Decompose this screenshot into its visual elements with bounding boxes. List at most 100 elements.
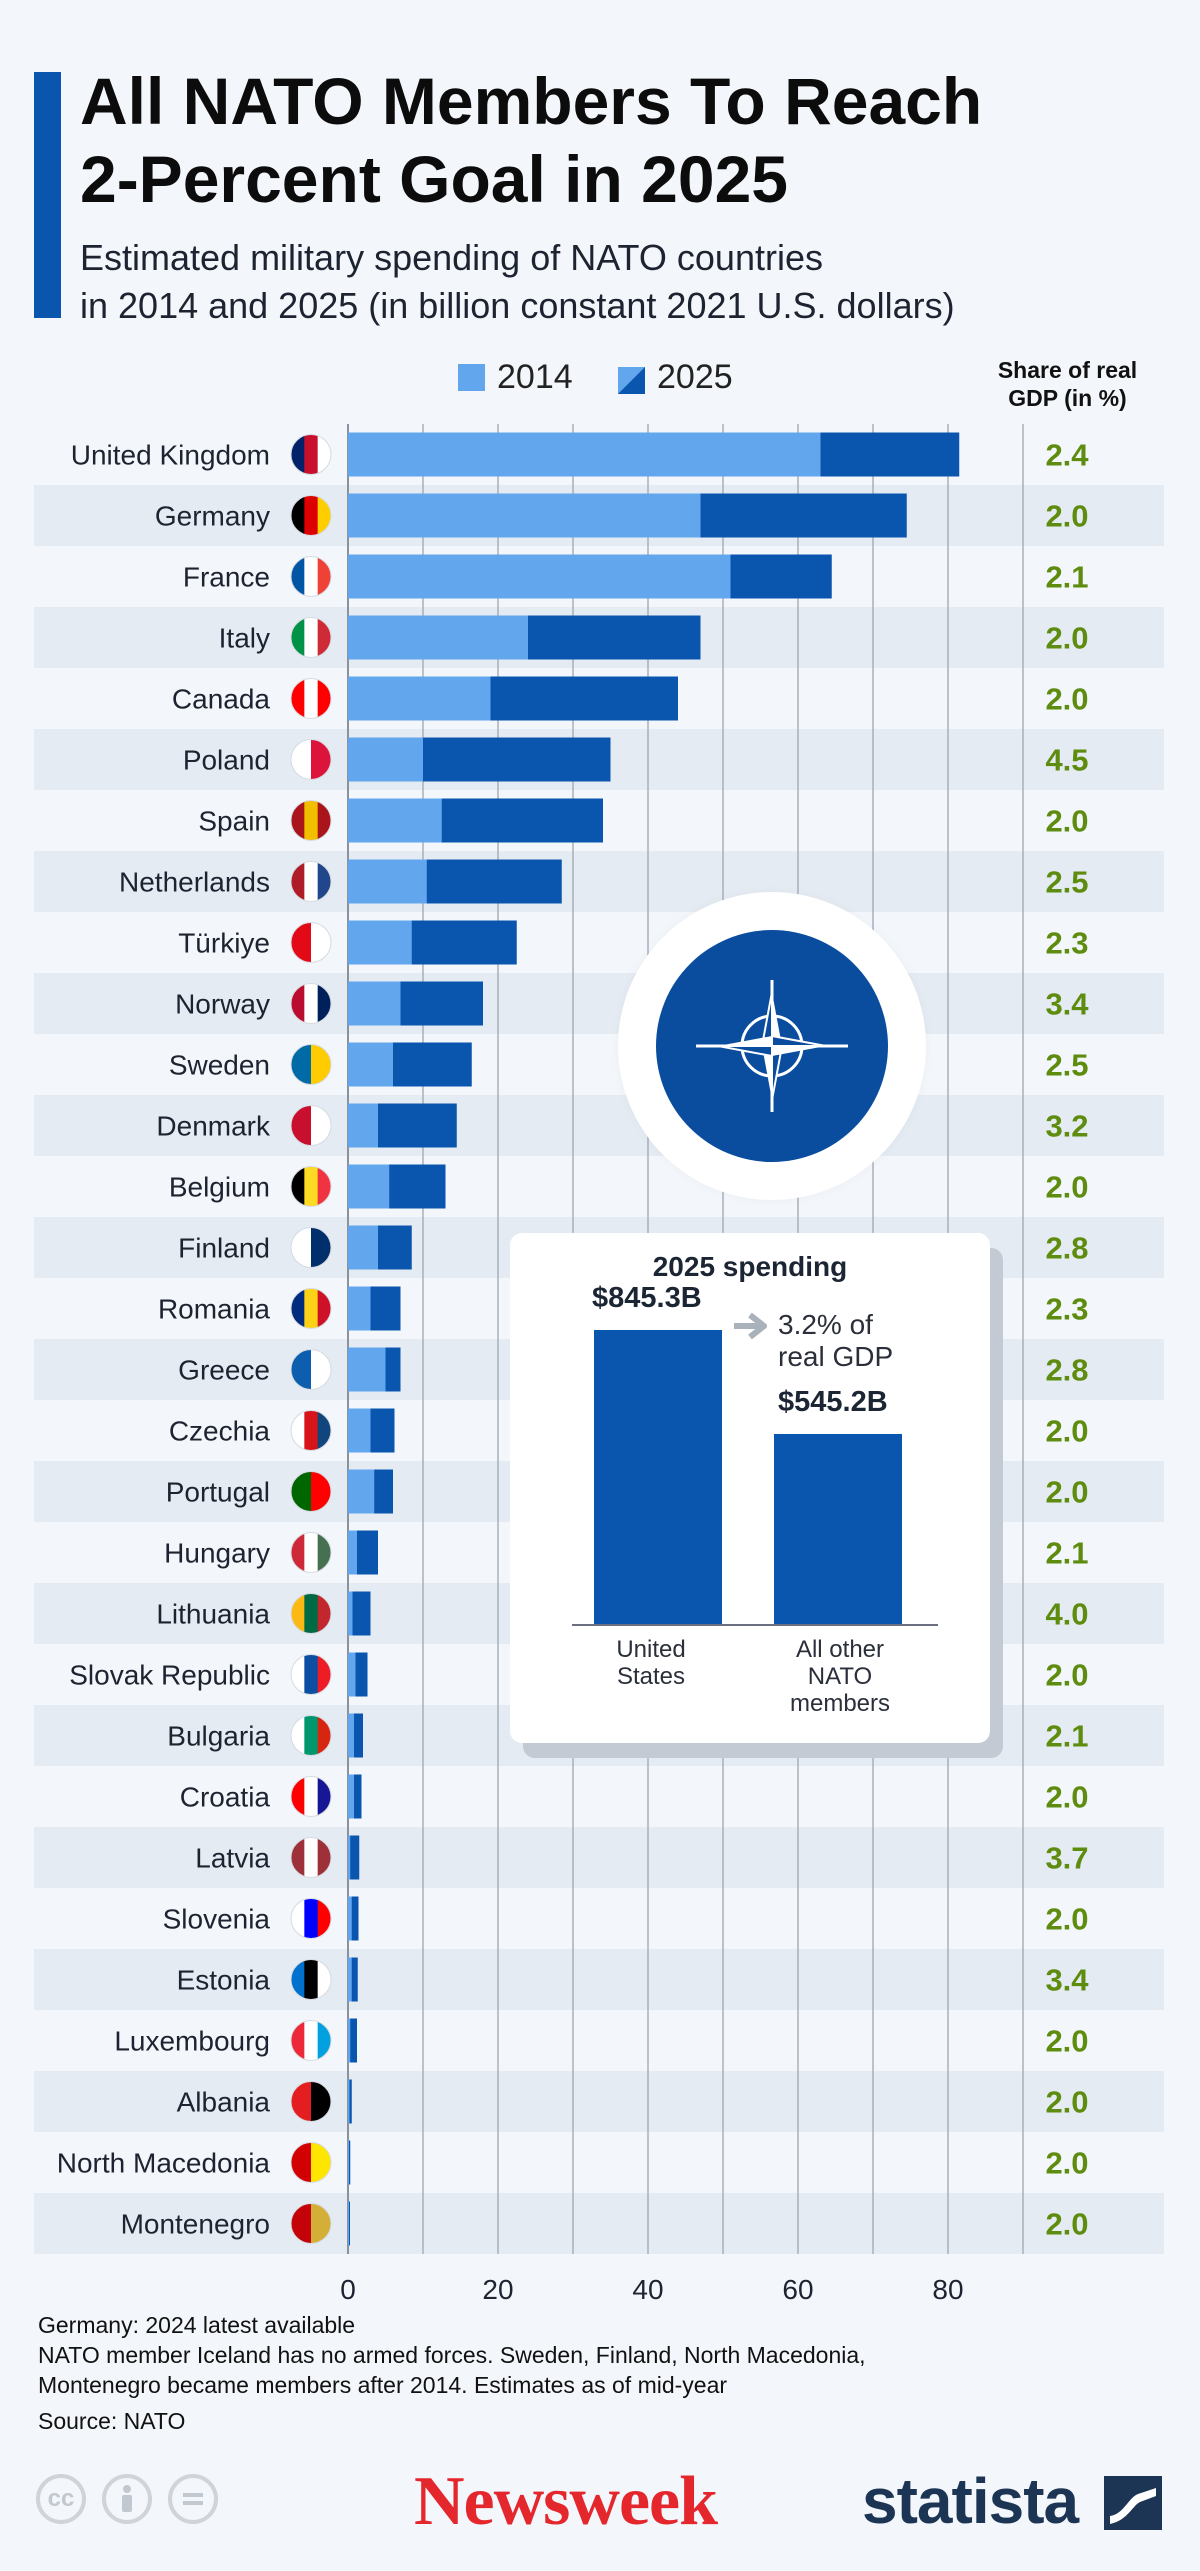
gdp-header-line: Share of real — [997, 357, 1138, 383]
flag-border — [290, 1959, 332, 2000]
gdp-share-value: 2.1 — [1045, 1536, 1088, 1571]
row-stripe — [34, 1827, 1164, 1888]
country-label: Albania — [177, 2087, 271, 2118]
page-subtitle-line: Estimated military spending of NATO coun… — [80, 237, 823, 278]
flag-icon — [291, 800, 331, 841]
country-label: Lithuania — [156, 1599, 270, 1630]
inset-category-line: United — [616, 1636, 686, 1663]
gdp-share-value: 2.5 — [1045, 1048, 1088, 1083]
flag-border — [290, 1166, 332, 1207]
country-label: Netherlands — [119, 867, 270, 898]
country-label: Finland — [178, 1233, 270, 1264]
flag-border — [290, 800, 332, 841]
flag-border — [290, 434, 332, 475]
bar-2025 — [348, 1896, 359, 1941]
flag-border — [290, 1898, 332, 1939]
gdp-share-value: 2.0 — [1045, 2024, 1088, 2059]
country-label: Sweden — [169, 1050, 270, 1081]
row-stripe — [34, 851, 1164, 912]
bar-2014 — [348, 859, 427, 904]
bar-2014 — [348, 1957, 352, 2002]
flag-icon — [291, 2081, 331, 2122]
inset-annotation-line: 3.2% of — [778, 1309, 873, 1340]
country-label: Montenegro — [121, 2209, 270, 2240]
bar-2014 — [348, 1164, 390, 1209]
footnote-line: NATO member Iceland has no armed forces.… — [38, 2342, 866, 2368]
gdp-share-value: 2.1 — [1045, 560, 1088, 595]
gdp-share-value: 2.3 — [1045, 926, 1088, 961]
bar-2014 — [348, 2140, 349, 2185]
inset-category-label-others: All other NATO members — [760, 1636, 920, 1717]
flag-icon — [291, 1898, 331, 1939]
country-label: Czechia — [169, 1416, 271, 1447]
flag-border — [290, 617, 332, 658]
flag-icon — [291, 678, 331, 719]
no-derivatives-icon — [168, 2474, 218, 2524]
gdp-share-value: 2.0 — [1045, 804, 1088, 839]
flag-border — [290, 2020, 332, 2061]
legend-swatch-2025 — [618, 364, 645, 394]
country-label: Bulgaria — [167, 1721, 270, 1752]
flag-icon — [291, 1410, 331, 1451]
gdp-share-value: 2.0 — [1045, 2207, 1088, 2242]
flag-icon — [291, 2142, 331, 2183]
page-title-line: All NATO Members To Reach — [80, 64, 983, 138]
bar-2014 — [348, 432, 821, 477]
bar-2014 — [348, 1408, 371, 1453]
gdp-share-value: 2.3 — [1045, 1292, 1088, 1327]
title-accent-bar — [34, 72, 61, 318]
flag-icon — [291, 861, 331, 902]
flag-border — [290, 861, 332, 902]
flag-icon — [291, 1593, 331, 1634]
inset-bar-others — [774, 1434, 902, 1624]
country-label: Croatia — [180, 1782, 271, 1813]
flag-border — [290, 2203, 332, 2244]
flag-icon — [291, 739, 331, 780]
bar-2025 — [348, 1957, 358, 2002]
gdp-share-value: 2.8 — [1045, 1231, 1088, 1266]
bar-2014 — [348, 1713, 354, 1758]
bar-2014 — [348, 1469, 375, 1514]
gdp-share-value: 2.1 — [1045, 1719, 1088, 1754]
flag-border — [290, 556, 332, 597]
flag-border — [290, 678, 332, 719]
flag-icon — [291, 983, 331, 1024]
country-label: Belgium — [169, 1172, 270, 1203]
inset-gdp-annotation: 3.2% of real GDP — [778, 1309, 893, 1373]
gdp-share-value: 2.0 — [1045, 1414, 1088, 1449]
legend-label: 2014 — [497, 358, 573, 396]
gdp-share-value: 4.5 — [1045, 743, 1088, 778]
country-label: Türkiye — [178, 928, 270, 959]
flag-icon — [291, 1166, 331, 1207]
flag-border — [290, 739, 332, 780]
bar-2014 — [348, 2201, 349, 2246]
gdp-share-value: 3.4 — [1045, 1963, 1089, 1998]
flag-border — [290, 922, 332, 963]
country-label: Denmark — [156, 1111, 271, 1142]
legend-item-2025: 2025 — [618, 358, 733, 397]
x-tick-label: 80 — [932, 2274, 963, 2300]
flag-icon — [291, 1715, 331, 1756]
flag-border — [290, 1471, 332, 1512]
bar-2014 — [348, 493, 701, 538]
gdp-share-value: 2.0 — [1045, 2146, 1088, 2181]
bar-2014 — [348, 2018, 351, 2063]
arrow-right-icon — [734, 1312, 767, 1340]
statista-logo: statista — [862, 2465, 1079, 2537]
legend-item-2014: 2014 — [458, 358, 573, 397]
bar-2014 — [348, 1896, 352, 1941]
bar-2014 — [348, 615, 528, 660]
flag-icon — [291, 2020, 331, 2061]
bar-2014 — [348, 1347, 386, 1392]
country-label: Norway — [175, 989, 270, 1020]
gdp-share-value: 4.0 — [1045, 1597, 1088, 1632]
bar-2014 — [348, 1591, 353, 1636]
flag-icon — [291, 495, 331, 536]
country-label: Romania — [158, 1294, 270, 1325]
flag-border — [290, 2142, 332, 2183]
gdp-share-value: 3.4 — [1045, 987, 1089, 1022]
bar-2025 — [348, 1835, 360, 1880]
flag-border — [290, 1715, 332, 1756]
flag-border — [290, 1044, 332, 1085]
flag-icon — [291, 922, 331, 963]
